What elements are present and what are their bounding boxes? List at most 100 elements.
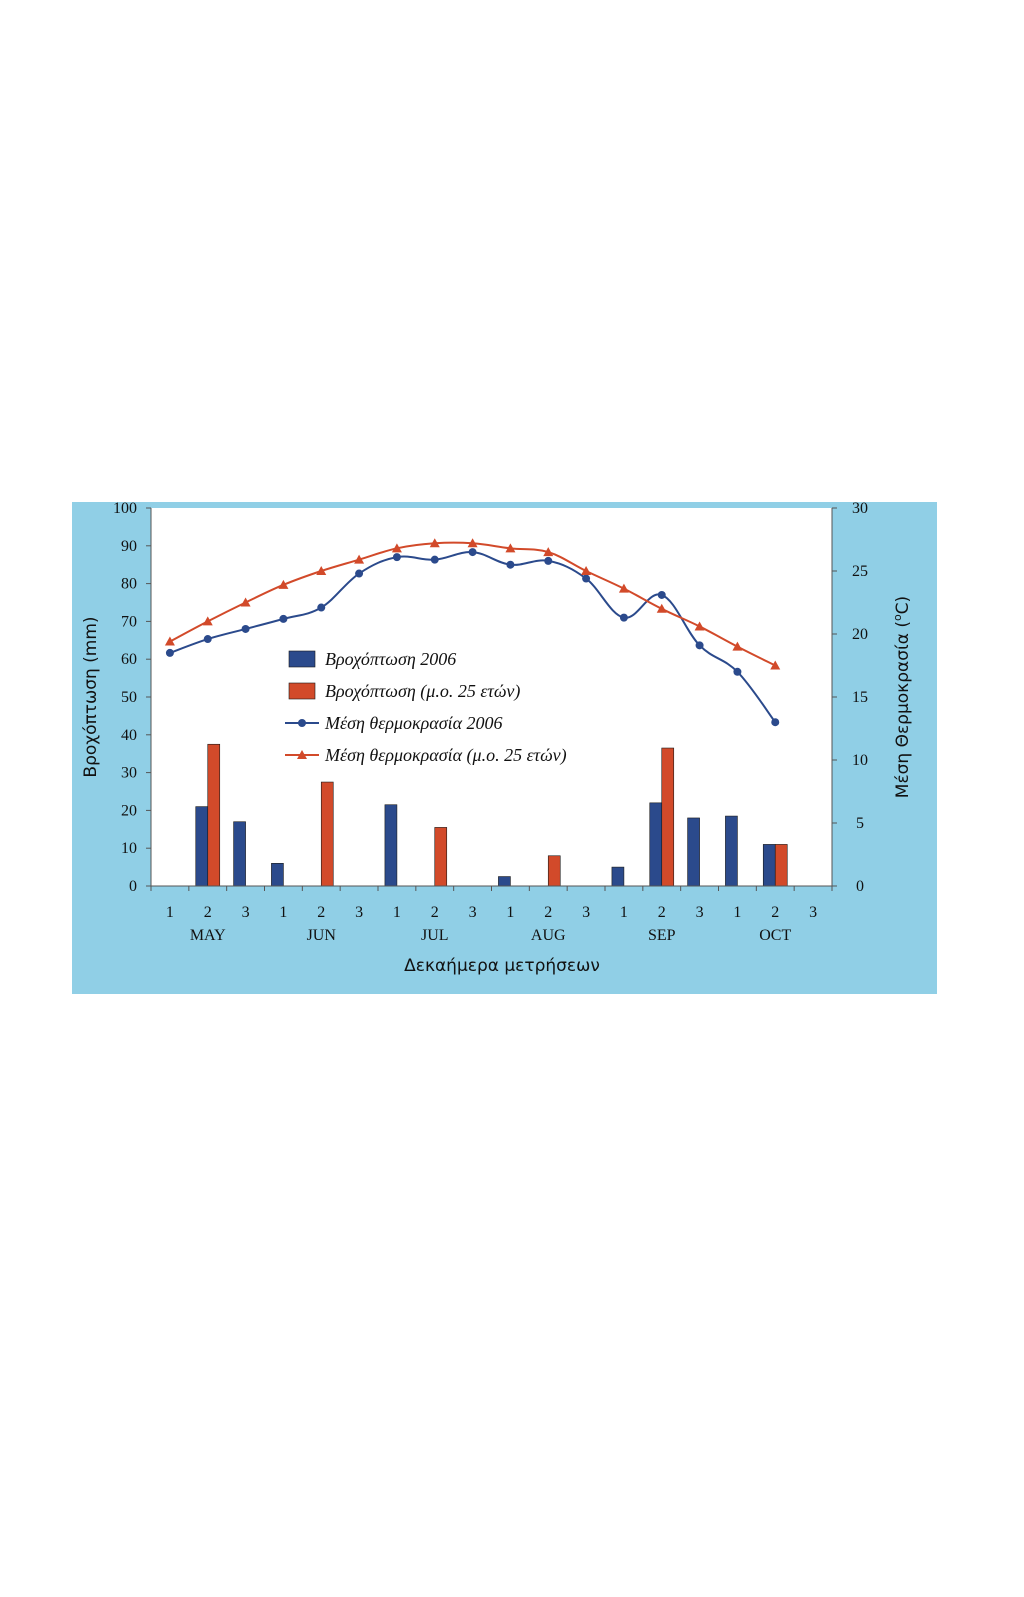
temp-2006-point	[771, 718, 780, 727]
temp-avg-point	[770, 660, 781, 670]
left-tick-label: 100	[113, 502, 137, 517]
y2-axis-title: Μέση Θερμοκρασία (oC)	[891, 596, 913, 798]
x-tick-label: 2	[658, 904, 666, 921]
bar-rainfall-2006	[271, 863, 284, 887]
bar-rainfall-avg	[661, 747, 675, 887]
right-axis: 0 5 10 15 20 25 30	[831, 502, 868, 895]
month-label: AUG	[531, 927, 566, 944]
temp-avg-point	[202, 616, 213, 626]
right-tick-label: 15	[852, 689, 868, 706]
left-tick-label: 40	[121, 727, 137, 744]
x-tick-label: 1	[393, 904, 401, 921]
left-tick-label: 90	[121, 538, 137, 555]
temp-avg-point	[240, 597, 251, 607]
left-tick-label: 10	[121, 840, 137, 857]
bar-rainfall-2006	[611, 866, 625, 887]
x-tick-label: 2	[431, 904, 439, 921]
legend-marker	[297, 750, 307, 759]
right-tick-label: 30	[852, 502, 868, 517]
temp-2006-point	[544, 556, 553, 565]
temp-2006-point	[733, 667, 742, 676]
x-tick-label: 1	[279, 904, 287, 921]
temp-avg-point	[694, 621, 705, 631]
temp-2006-point	[392, 553, 401, 562]
month-label: MAY	[190, 927, 226, 944]
temp-avg-point	[164, 636, 175, 646]
bar-rainfall-2006	[233, 821, 246, 887]
legend-label: Μέση θερμοκρασία (μ.ο. 25 ετών)	[324, 745, 567, 766]
x-tick-label: 1	[166, 904, 174, 921]
left-tick-label: 50	[121, 689, 137, 706]
right-tick-label: 10	[852, 752, 868, 769]
month-label: JUN	[307, 927, 337, 944]
right-tick-label: 0	[856, 878, 864, 895]
bar-rainfall-2006	[649, 802, 663, 887]
x-tick-label: 3	[355, 904, 363, 921]
bar-rainfall-2006	[687, 817, 700, 887]
temp-2006-point	[355, 569, 364, 578]
month-label: JUL	[421, 927, 449, 944]
temp-avg-point	[618, 583, 629, 593]
bar-rainfall-avg	[774, 844, 788, 887]
x-tick-label: 1	[506, 904, 514, 921]
right-tick-label: 5	[856, 815, 864, 832]
x-tick-label: 2	[317, 904, 325, 921]
left-tick-label: 80	[121, 576, 137, 593]
x-tick-label: 1	[620, 904, 628, 921]
bar-rainfall-avg	[547, 855, 561, 887]
x-tick-label: 2	[544, 904, 552, 921]
temp-2006-point	[506, 560, 515, 569]
right-tick-label: 25	[852, 563, 868, 580]
left-tick-label: 20	[121, 802, 137, 819]
x-tick-label: 2	[204, 904, 212, 921]
temp-avg-point	[732, 641, 743, 651]
temp-2006-point	[430, 555, 439, 564]
bar-rainfall-2006	[762, 844, 776, 887]
plot-area	[151, 508, 832, 886]
x-tick-label: 3	[696, 904, 704, 921]
bars-group	[195, 743, 788, 887]
bar-rainfall-2006	[725, 815, 738, 887]
bar-rainfall-2006	[384, 804, 398, 887]
x-tick-label: 3	[582, 904, 590, 921]
temp-avg-point	[278, 579, 289, 589]
legend-label: Βροχόπτωση (μ.ο. 25 ετών)	[325, 681, 520, 702]
month-label: OCT	[759, 927, 791, 944]
legend: Βροχόπτωση 2006 Βροχόπτωση (μ.ο. 25 ετών)…	[285, 649, 567, 766]
temp-2006-point	[695, 641, 704, 650]
bar-rainfall-avg	[434, 827, 448, 887]
temp-2006-point	[317, 603, 326, 612]
temp-2006-point	[582, 574, 591, 583]
lines-group	[164, 538, 781, 727]
legend-label: Βροχόπτωση 2006	[325, 649, 456, 669]
temp-2006-point	[468, 548, 477, 557]
right-tick-label: 20	[852, 626, 868, 643]
temp-2006-point	[657, 590, 666, 599]
x-axis-title: Δεκαήμερα μετρήσεων	[404, 956, 600, 976]
bar-rainfall-2006	[195, 806, 209, 887]
temp-avg-point	[656, 603, 667, 613]
legend-label: Μέση θερμοκρασία 2006	[324, 713, 503, 733]
x-tick-label: 3	[242, 904, 250, 921]
temp-avg-point	[391, 543, 402, 553]
month-label: SEP	[648, 927, 676, 944]
temp-2006-point	[203, 635, 212, 644]
temp-2006-point	[619, 613, 628, 622]
x-tick-label: 3	[469, 904, 477, 921]
legend-swatch	[288, 682, 316, 700]
temp-2006-point	[165, 648, 174, 657]
x-tick-label: 3	[809, 904, 817, 921]
temp-avg-point	[316, 566, 327, 575]
legend-swatch	[288, 650, 316, 668]
temp-2006-point	[279, 614, 288, 623]
temp-avg-point	[581, 566, 592, 575]
temp-avg-point	[354, 554, 365, 564]
left-axis: 0 10 20 30 40 50 60 70 80 90 100	[113, 502, 152, 895]
left-tick-label: 60	[121, 651, 137, 668]
bar-rainfall-avg	[207, 743, 221, 887]
legend-marker	[298, 719, 306, 727]
bar-rainfall-2006	[498, 876, 511, 887]
temp-avg-point	[505, 543, 516, 553]
